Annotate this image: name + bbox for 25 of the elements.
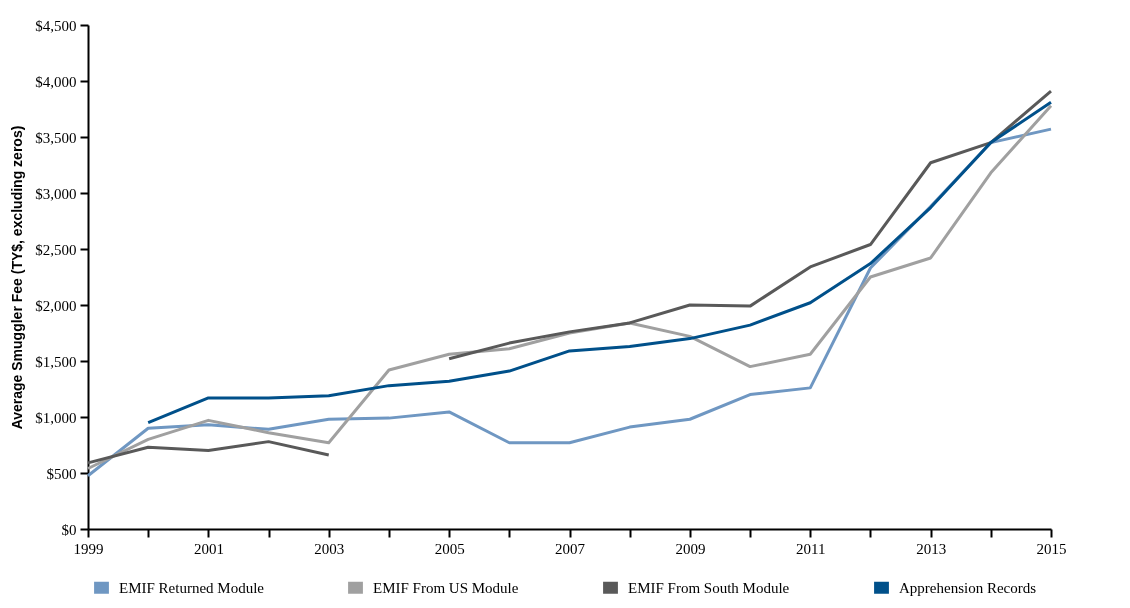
- y-tick-label: $1,500: [35, 353, 77, 370]
- y-tick-label: $3,000: [35, 185, 77, 202]
- y-tick-label: $1,000: [35, 409, 77, 426]
- x-tick-label: 2007: [555, 540, 586, 557]
- legend-label: EMIF Returned Module: [119, 579, 265, 596]
- x-tick-label: 2009: [675, 540, 706, 557]
- y-tick-label: $4,000: [35, 73, 77, 90]
- y-tick-label: $2,500: [35, 241, 77, 258]
- x-tick-label: 2003: [314, 540, 345, 557]
- y-tick-label: $500: [46, 465, 77, 482]
- x-tick-label: 2001: [193, 540, 224, 557]
- line-series: [146, 100, 1053, 425]
- x-tick-label: 2011: [796, 540, 826, 557]
- legend-label: EMIF From US Module: [373, 579, 519, 596]
- y-tick-label: $2,000: [35, 297, 77, 314]
- y-tick-label: $4,500: [35, 17, 77, 34]
- x-tick-label: 2015: [1036, 540, 1067, 557]
- legend-label: EMIF From South Module: [628, 579, 790, 596]
- x-tick-label: 1999: [73, 540, 104, 557]
- x-tick-label: 2013: [916, 540, 947, 557]
- y-tick-label: $3,500: [35, 129, 77, 146]
- legend-label: Apprehension Records: [899, 579, 1037, 596]
- y-tick-label: $0: [61, 521, 77, 538]
- x-tick-label: 2005: [434, 540, 465, 557]
- y-axis-title: Average Smuggler Fee (TY$, excluding zeros): [9, 125, 26, 430]
